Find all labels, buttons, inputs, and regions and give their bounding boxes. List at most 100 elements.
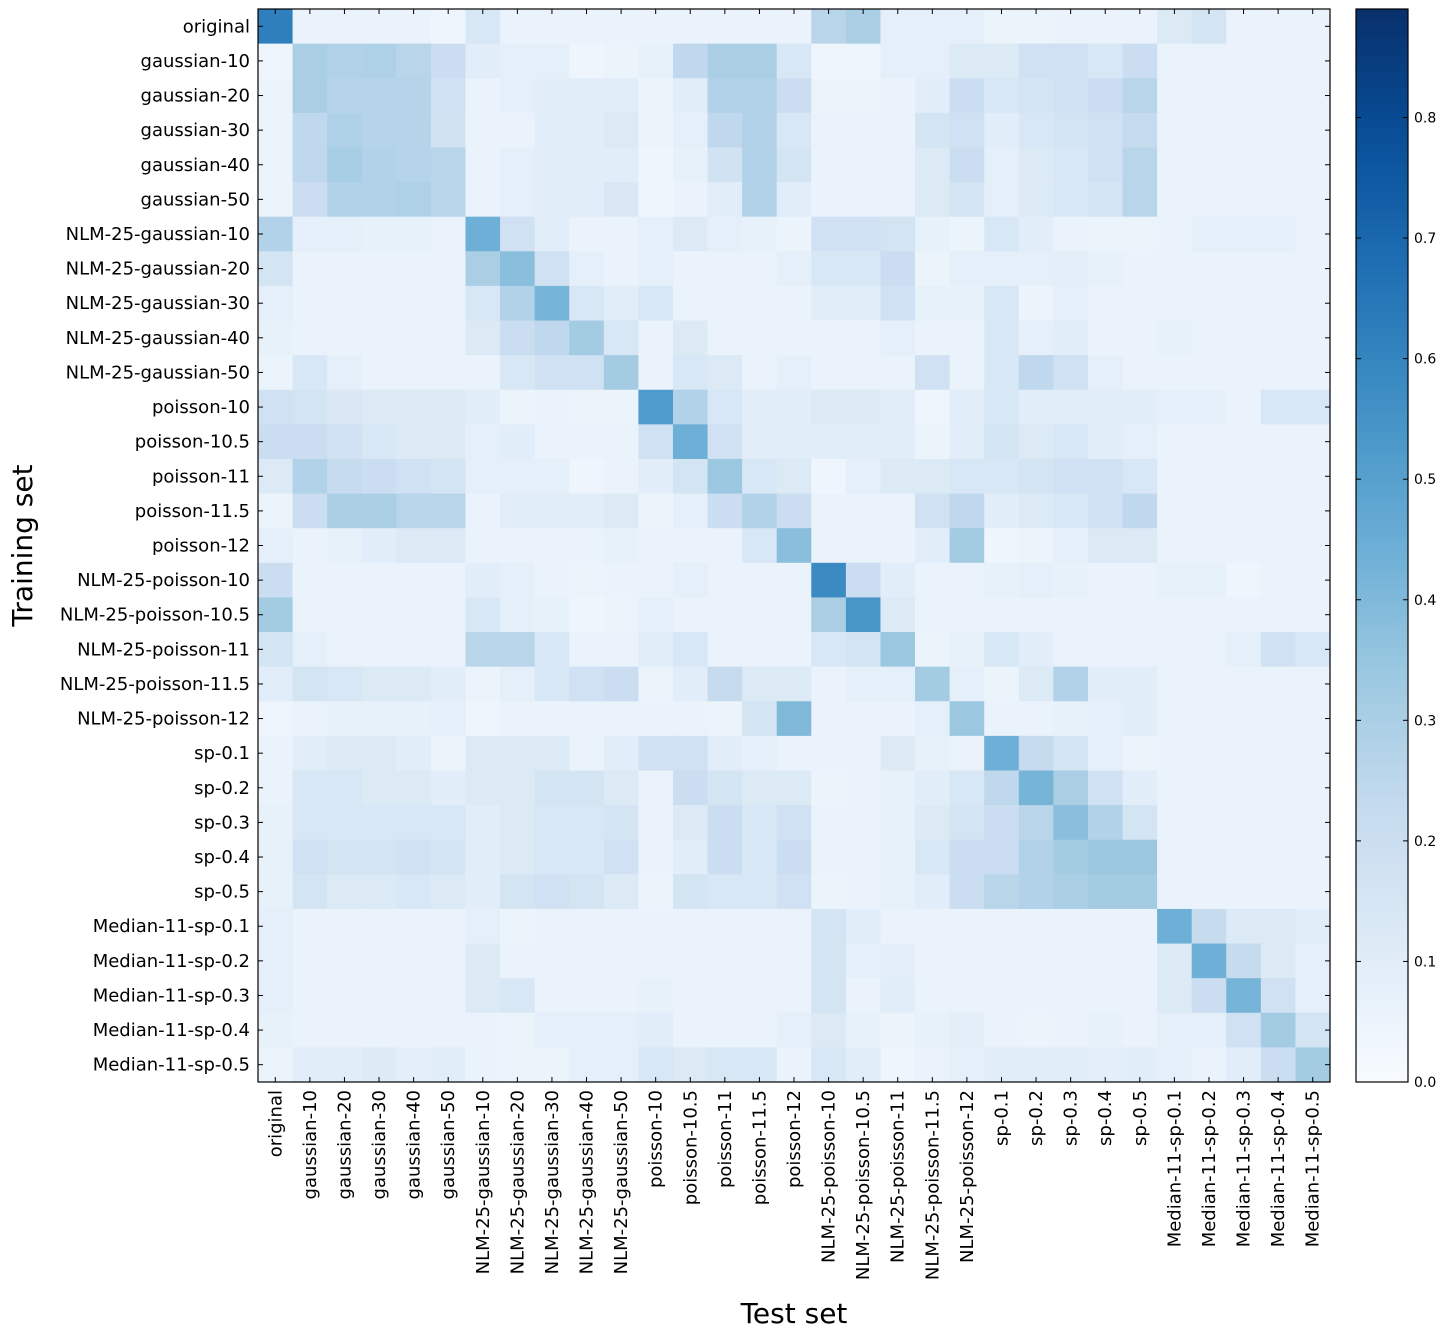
heatmap-cell: [430, 666, 467, 702]
heatmap-cell: [1018, 9, 1054, 45]
heatmap-cell: [1087, 701, 1124, 737]
heatmap-cell: [569, 389, 605, 425]
heatmap-cell: [707, 147, 743, 183]
heatmap-cell: [1191, 978, 1227, 1014]
x-tick-label: gaussian-50: [438, 1090, 459, 1199]
heatmap-cell: [1122, 458, 1158, 495]
heatmap-cell: [327, 216, 363, 252]
heatmap-cell: [430, 805, 467, 841]
heatmap-cell: [534, 874, 570, 910]
x-tick-label: poisson-11.5: [749, 1090, 770, 1205]
heatmap-cell: [1191, 355, 1227, 391]
heatmap-cell: [915, 597, 951, 633]
heatmap-cell: [258, 839, 294, 875]
heatmap-cell: [1087, 528, 1124, 564]
heatmap-cell: [1087, 355, 1124, 391]
heatmap-cell: [534, 562, 570, 599]
heatmap-cell: [1018, 251, 1054, 287]
heatmap-cell: [396, 1047, 432, 1083]
heatmap-cell: [465, 251, 501, 287]
heatmap-cell: [915, 216, 951, 252]
heatmap-cell: [1053, 389, 1089, 425]
heatmap-cell: [742, 701, 778, 737]
heatmap-cell: [534, 147, 570, 183]
y-tick-label: gaussian-40: [141, 155, 250, 176]
x-tick-label: sp-0.1: [991, 1090, 1012, 1146]
heatmap-cell: [1157, 458, 1193, 495]
heatmap-cell: [845, 78, 882, 114]
heatmap-cell: [845, 597, 882, 633]
heatmap-cell: [465, 839, 501, 875]
heatmap-cell: [776, 874, 812, 910]
y-tick-label: Median-11-sp-0.1: [93, 916, 250, 937]
y-tick-label: Median-11-sp-0.3: [93, 985, 250, 1006]
heatmap-cell: [534, 528, 570, 564]
heatmap-cell: [361, 389, 397, 425]
heatmap-cell: [1295, 908, 1331, 945]
heatmap-cell: [880, 112, 916, 149]
heatmap-cell: [811, 874, 847, 910]
heatmap-cell: [672, 562, 709, 599]
heatmap-cell: [258, 355, 294, 391]
y-tick-label: NLM-25-poisson-12: [77, 709, 250, 730]
y-tick-label: gaussian-10: [141, 51, 250, 72]
heatmap-cell: [258, 805, 294, 841]
heatmap-cell: [361, 1047, 397, 1083]
heatmap-cell: [742, 805, 778, 841]
heatmap-cell: [430, 285, 467, 322]
heatmap-cell: [880, 943, 916, 979]
heatmap-cell: [396, 597, 432, 633]
heatmap-cell: [603, 908, 639, 945]
heatmap-cell: [1226, 805, 1262, 841]
heatmap-cell: [915, 666, 951, 702]
heatmap-cell: [707, 493, 743, 529]
heatmap-cell: [1226, 666, 1262, 702]
heatmap-cell: [292, 978, 328, 1014]
heatmap-cell: [1018, 458, 1054, 495]
heatmap-cell: [396, 735, 432, 772]
heatmap-cell: [984, 147, 1020, 183]
heatmap-cell: [258, 458, 294, 495]
heatmap-cell: [845, 43, 882, 79]
heatmap-cell: [915, 562, 951, 599]
heatmap-cell: [811, 528, 847, 564]
heatmap-cell: [396, 389, 432, 425]
heatmap-cell: [984, 424, 1020, 460]
heatmap-cell: [1087, 908, 1124, 945]
heatmap-cell: [776, 701, 812, 737]
heatmap-cell: [1157, 701, 1193, 737]
heatmap-cell: [1122, 701, 1158, 737]
y-tick-label: poisson-11.5: [135, 501, 250, 522]
heatmap-cell: [1122, 389, 1158, 425]
heatmap-cell: [1295, 424, 1331, 460]
heatmap-cell: [1018, 78, 1054, 114]
heatmap-cell: [1018, 562, 1054, 599]
heatmap-cell: [707, 78, 743, 114]
y-tick-label: sp-0.3: [194, 812, 250, 833]
heatmap-cell: [949, 389, 985, 425]
heatmap-cell: [430, 597, 467, 633]
heatmap-cell: [1157, 424, 1193, 460]
heatmap-cell: [1087, 805, 1124, 841]
heatmap-cell: [396, 355, 432, 391]
heatmap-cell: [915, 735, 951, 772]
heatmap-cell: [742, 908, 778, 945]
heatmap-cell: [1191, 424, 1227, 460]
heatmap-cell: [1295, 597, 1331, 633]
heatmap-cell: [1260, 147, 1297, 183]
heatmap-cell: [776, 839, 812, 875]
heatmap-cell: [672, 770, 709, 806]
heatmap-cell: [500, 666, 536, 702]
heatmap-cell: [1191, 112, 1227, 149]
heatmap-cell: [1122, 528, 1158, 564]
heatmap-cell: [742, 182, 778, 218]
heatmap-cell: [984, 43, 1020, 79]
heatmap-cell: [500, 216, 536, 252]
heatmap-cell: [880, 701, 916, 737]
heatmap-cell: [292, 1047, 328, 1083]
heatmap-cell: [569, 562, 605, 599]
heatmap-cell: [1053, 285, 1089, 322]
heatmap-cell: [1191, 493, 1227, 529]
heatmap-cell: [258, 528, 294, 564]
